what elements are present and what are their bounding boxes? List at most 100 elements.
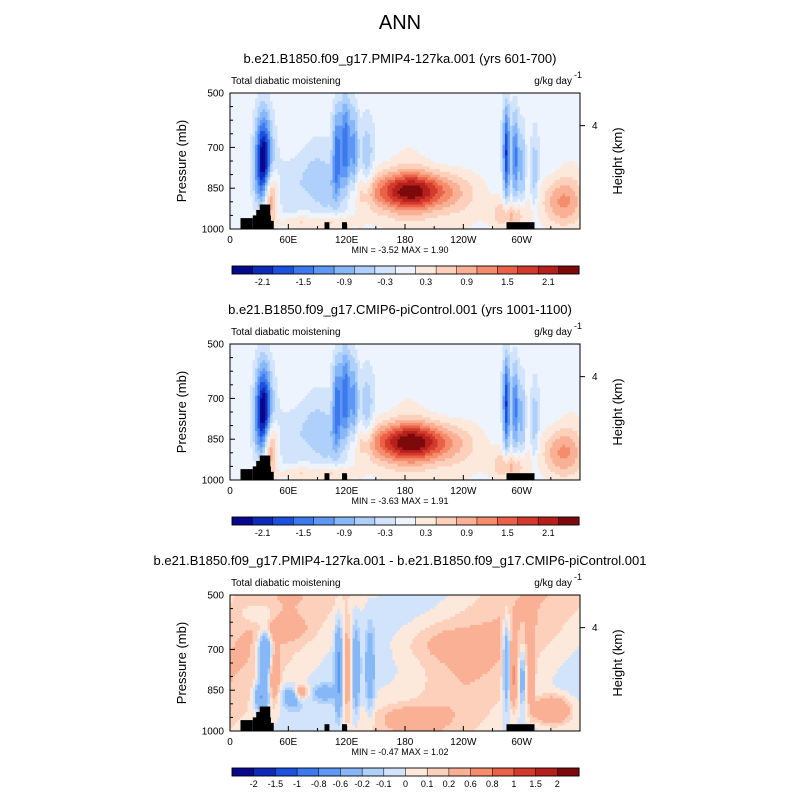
heatmap-cell	[355, 161, 358, 165]
heatmap-cell	[357, 158, 361, 162]
heatmap-cell	[362, 147, 366, 151]
heatmap-cell	[417, 139, 421, 143]
heatmap-cell	[450, 95, 453, 99]
heatmap-cell	[310, 131, 313, 135]
heatmap-cell	[340, 109, 343, 113]
heatmap-cell	[457, 112, 461, 116]
heatmap-cell	[437, 166, 441, 170]
heatmap-cell	[405, 133, 408, 137]
heatmap-cell	[277, 152, 281, 156]
heatmap-cell	[347, 185, 351, 189]
heatmap-cell	[342, 188, 346, 192]
heatmap-cell	[270, 174, 273, 178]
heatmap-cell	[502, 147, 506, 151]
heatmap-cell	[285, 98, 288, 102]
heatmap-cell	[465, 136, 468, 140]
heatmap-cell	[482, 169, 486, 173]
heatmap-cell	[290, 114, 293, 118]
heatmap-cell	[322, 144, 326, 148]
heatmap-cell	[500, 177, 503, 181]
heatmap-cell	[357, 136, 361, 140]
heatmap-cell	[395, 182, 398, 186]
heatmap-cell	[305, 188, 308, 192]
heatmap-cell	[537, 180, 541, 184]
heatmap-cell	[500, 114, 503, 118]
heatmap-cell	[402, 109, 406, 113]
heatmap-cell	[350, 117, 353, 121]
heatmap-cell	[255, 122, 258, 127]
heatmap-cell	[537, 147, 541, 151]
heatmap-cell	[282, 136, 286, 140]
heatmap-cell	[497, 171, 501, 175]
heatmap-cell	[280, 174, 283, 178]
heatmap-cell	[562, 158, 566, 162]
heatmap-cell	[232, 188, 236, 192]
heatmap-cell	[312, 136, 316, 140]
heatmap-cell	[247, 171, 251, 175]
heatmap-cell	[325, 125, 328, 129]
heatmap-cell	[442, 136, 446, 140]
heatmap-cell	[307, 98, 311, 102]
heatmap-cell	[485, 158, 488, 162]
heatmap-cell	[345, 106, 348, 110]
heatmap-cell	[380, 133, 383, 137]
heatmap-cell	[350, 93, 353, 97]
heatmap-cell	[450, 150, 453, 154]
heatmap-cell	[530, 103, 533, 107]
heatmap-cell	[445, 177, 448, 181]
heatmap-cell	[260, 141, 263, 146]
heatmap-cell	[470, 109, 473, 113]
heatmap-cell	[350, 136, 353, 140]
heatmap-cell	[372, 93, 376, 97]
heatmap-cell	[557, 133, 561, 137]
heatmap-cell	[475, 112, 478, 116]
heatmap-cell	[437, 136, 441, 140]
heatmap-cell	[275, 182, 278, 186]
heatmap-cell	[530, 125, 533, 129]
heatmap-cell	[367, 112, 371, 116]
heatmap-cell	[350, 101, 353, 105]
heatmap-cell	[517, 158, 521, 162]
heatmap-cell	[545, 158, 548, 162]
heatmap-cell	[555, 182, 558, 186]
heatmap-cell	[497, 182, 501, 186]
heatmap-cell	[535, 152, 538, 156]
heatmap-cell	[330, 158, 333, 162]
heatmap-cell	[245, 93, 248, 97]
heatmap-cell	[347, 136, 351, 140]
heatmap-cell	[392, 128, 396, 132]
heatmap-cell	[340, 117, 343, 121]
heatmap-cell	[390, 144, 393, 148]
heatmap-cell	[445, 109, 448, 113]
heatmap-cell	[452, 147, 456, 151]
heatmap-cell	[460, 174, 463, 178]
heatmap-cell	[500, 136, 503, 140]
heatmap-cell	[300, 139, 303, 143]
heatmap-cell	[480, 158, 483, 162]
heatmap-cell	[552, 139, 556, 143]
heatmap-cell	[490, 131, 493, 135]
heatmap-cell	[487, 120, 491, 124]
heatmap-cell	[342, 144, 346, 148]
heatmap-cell	[275, 177, 278, 181]
heatmap-cell	[385, 150, 388, 154]
heatmap-cell	[285, 114, 288, 118]
heatmap-cell	[397, 122, 401, 127]
heatmap-cell	[267, 112, 271, 116]
heatmap-cell	[467, 109, 471, 113]
heatmap-cell	[455, 98, 458, 102]
heatmap-cell	[537, 152, 541, 156]
heatmap-cell	[417, 133, 421, 137]
heatmap-cell	[525, 136, 528, 140]
heatmap-cell	[347, 106, 351, 110]
heatmap-cell	[412, 152, 416, 156]
heatmap-cell	[465, 166, 468, 170]
heatmap-cell	[567, 177, 571, 181]
heatmap-cell	[465, 163, 468, 167]
heatmap-cell	[395, 131, 398, 135]
heatmap-cell	[422, 93, 426, 97]
heatmap-cell	[265, 128, 268, 132]
heatmap-cell	[467, 166, 471, 170]
heatmap-cell	[475, 136, 478, 140]
heatmap-cell	[425, 161, 428, 165]
